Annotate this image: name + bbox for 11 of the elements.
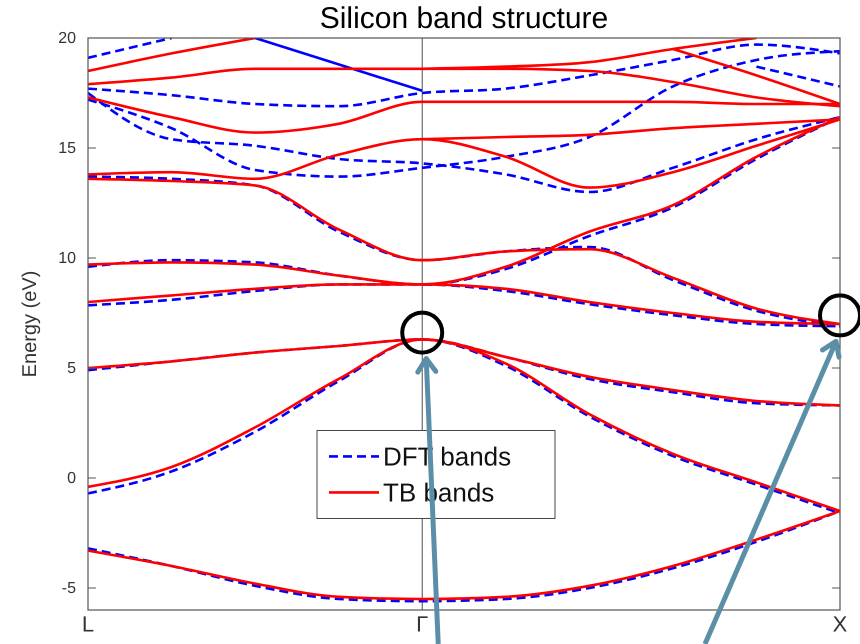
chart-title: Silicon band structure bbox=[320, 2, 608, 35]
y-tick-label: 5 bbox=[67, 360, 76, 378]
y-tick-label: -5 bbox=[62, 580, 76, 598]
y-axis-title: Energy (eV) bbox=[19, 270, 41, 378]
y-tick-label: 10 bbox=[58, 250, 76, 268]
y-tick-label: 20 bbox=[58, 30, 76, 48]
x-tick-label: X bbox=[832, 612, 848, 637]
y-tick-label: 0 bbox=[67, 470, 76, 488]
y-tick-label: 15 bbox=[58, 140, 76, 158]
x-tick-label: Γ bbox=[416, 612, 428, 637]
x-tick-label: L bbox=[82, 612, 94, 637]
